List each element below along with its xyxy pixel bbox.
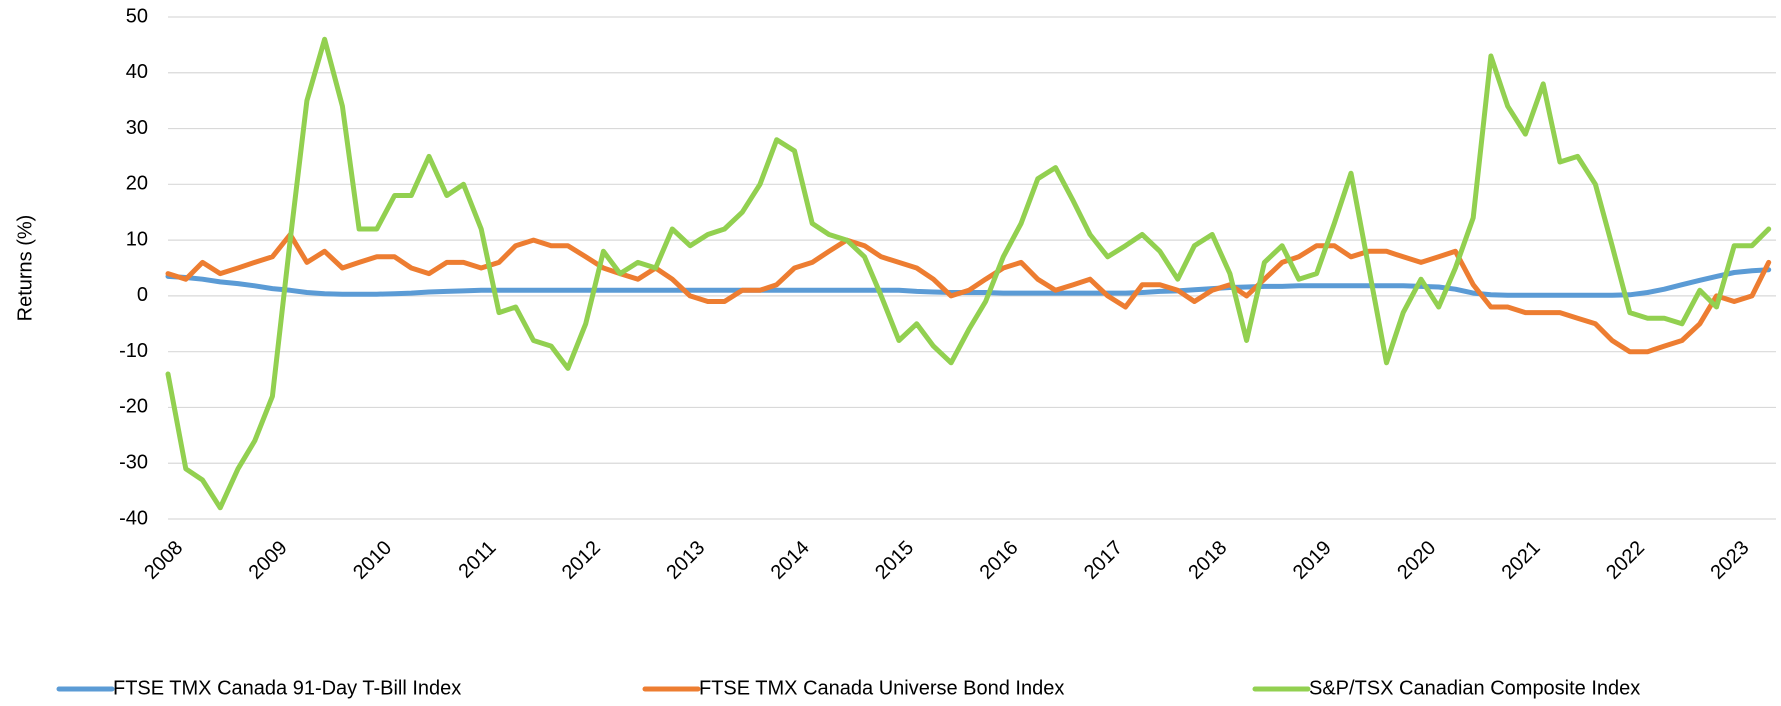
x-tick-label: 2009	[245, 537, 292, 584]
x-tick-label: 2010	[349, 537, 396, 584]
x-tick-label: 2021	[1498, 537, 1545, 584]
y-axis-label: Returns (%)	[14, 215, 36, 322]
x-tick-label: 2014	[767, 537, 814, 584]
y-tick-label: 0	[137, 284, 148, 306]
x-tick-label: 2020	[1393, 537, 1440, 584]
y-tick-label: 30	[126, 117, 148, 139]
y-tick-label: -20	[119, 396, 148, 418]
x-tick-label: 2011	[455, 537, 501, 583]
x-tick-label: 2008	[140, 537, 187, 584]
y-tick-label: -10	[119, 340, 148, 362]
x-tick-label: 2015	[871, 537, 918, 584]
x-tick-label: 2022	[1602, 537, 1649, 584]
x-tick-label: 2016	[976, 537, 1023, 584]
legend-label: FTSE TMX Canada 91-Day T-Bill Index	[113, 677, 461, 699]
y-tick-label: 40	[126, 61, 148, 83]
x-tick-label: 2013	[662, 537, 709, 584]
y-tick-label: 20	[126, 173, 148, 195]
x-tick-label: 2012	[558, 537, 605, 584]
y-tick-label: 50	[126, 5, 148, 27]
y-tick-label: -40	[119, 507, 148, 529]
legend-label: FTSE TMX Canada Universe Bond Index	[699, 677, 1064, 699]
series-line	[165, 36, 1772, 511]
legend-label: S&P/TSX Canadian Composite Index	[1309, 677, 1640, 699]
y-tick-label: -30	[119, 452, 148, 474]
x-tick-label: 2017	[1080, 537, 1127, 584]
x-tick-label: 2023	[1706, 537, 1753, 584]
x-tick-label: 2018	[1184, 537, 1231, 584]
y-tick-label: 10	[126, 228, 148, 250]
series-line	[165, 232, 1772, 355]
x-tick-label: 2019	[1289, 537, 1336, 584]
